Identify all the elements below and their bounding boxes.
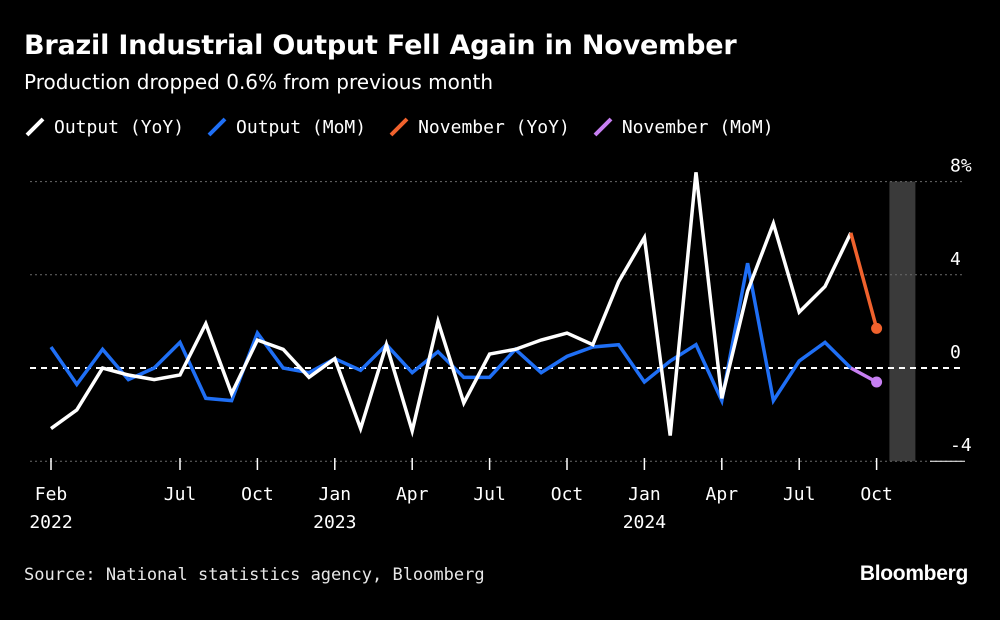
- legend-item-output-mom: Output (MoM): [206, 116, 366, 138]
- legend-swatch-november-yoy: [389, 117, 409, 137]
- legend-swatch-november-mom: [593, 117, 613, 137]
- x-tick-label-26: Apr: [706, 484, 739, 505]
- x-tick-label-32: Oct: [860, 484, 893, 505]
- legend-item-november-yoy: November (YoY): [388, 116, 570, 138]
- source-note: Source: National statistics agency, Bloo…: [24, 565, 485, 585]
- chart-title: Brazil Industrial Output Fell Again in N…: [24, 30, 737, 61]
- x-tick-label-0: Feb: [35, 484, 68, 505]
- y-tick-label-8: 8%: [950, 156, 972, 177]
- legend-swatch-output-mom: [207, 117, 227, 137]
- x-tick-label-8: Oct: [241, 484, 274, 505]
- y-tick-label-4: 4: [950, 249, 961, 270]
- x-tick-label-23: Jan: [628, 484, 661, 505]
- legend-label-november-yoy: November (YoY): [418, 116, 570, 138]
- x-tick-label-11: Jan: [319, 484, 352, 505]
- legend-item-output-yoy: Output (YoY): [24, 116, 184, 138]
- x-tick-year-23: 2024: [623, 512, 666, 533]
- y-tick-label-neg4: -4: [950, 435, 972, 456]
- x-tick-label-20: Oct: [551, 484, 584, 505]
- series-line-november-yoy: [849, 232, 879, 329]
- x-tick-label-29: Jul: [783, 484, 816, 505]
- legend: Output (YoY) Output (MoM) November (YoY)…: [24, 116, 774, 138]
- y-tick-label-0: 0: [950, 342, 961, 363]
- x-tick-year-11: 2023: [313, 512, 356, 533]
- legend-label-november-mom: November (MoM): [621, 116, 774, 138]
- legend-item-november-mom: November (MoM): [592, 116, 774, 138]
- point-november-yoy: [871, 322, 883, 334]
- chart-subtitle: Production dropped 0.6% from previous mo…: [24, 70, 494, 94]
- series-line-output-mom: [49, 262, 853, 407]
- x-tick-year-0: 2022: [29, 512, 72, 533]
- x-tick-label-5: Jul: [164, 484, 197, 505]
- legend-label-output-mom: Output (MoM): [236, 116, 367, 138]
- point-november-mom: [871, 376, 883, 388]
- november-highlight-band: [889, 181, 916, 462]
- x-tick-label-14: Apr: [396, 484, 429, 505]
- legend-swatch-output-yoy: [25, 117, 45, 137]
- legend-label-output-yoy: Output (YoY): [54, 116, 185, 138]
- x-tick-label-17: Jul: [473, 484, 506, 505]
- series-line-output-yoy: [49, 172, 853, 438]
- bloomberg-logo: Bloomberg: [859, 562, 968, 585]
